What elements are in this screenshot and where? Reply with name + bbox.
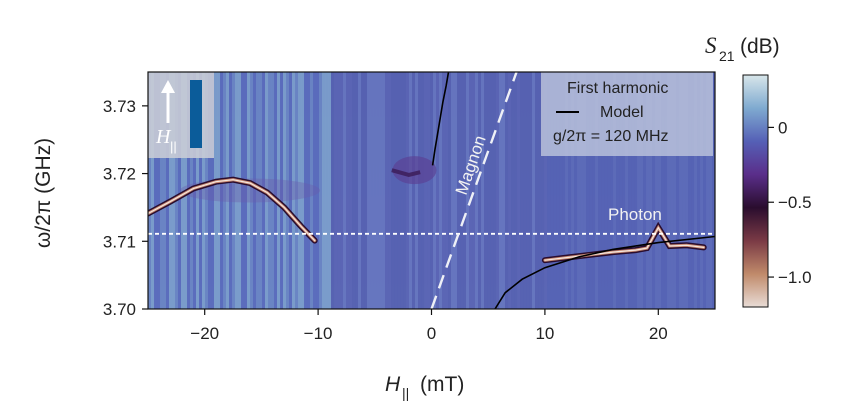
magnon-line: [430, 72, 518, 309]
colorbar-bar: [742, 74, 769, 308]
field-inset: H ||: [148, 72, 214, 158]
anticrossing-feature: [391, 168, 421, 177]
heatmap-plot: Magnon Photon H || First harmonic Model …: [147, 71, 716, 310]
x-tick-label: 0: [427, 324, 436, 343]
inset-field-sub: ||: [170, 139, 177, 154]
y-axis: 3.70 3.71 3.72 3.73: [103, 97, 148, 319]
y-tick-label: 3.70: [103, 300, 136, 319]
colorbar-ticks: 0 −0.5 −1.0: [768, 118, 812, 287]
x-tick-label: −10: [304, 324, 333, 343]
y-tick-label: 3.72: [103, 165, 136, 184]
legend-title: First harmonic: [567, 80, 668, 97]
model-lower-branch: [494, 235, 715, 309]
colorbar-tick-label: 0: [778, 118, 787, 137]
legend-model-label: Model: [600, 104, 644, 121]
svg-text:||: ||: [402, 385, 409, 401]
photon-annotation: Photon: [608, 205, 662, 224]
colorbar-tick-label: −1.0: [778, 268, 812, 287]
model-upper-branch: [431, 72, 450, 166]
y-axis-label: ω/2π (GHz): [32, 138, 55, 248]
heatmap-stripes: [148, 72, 715, 309]
colorbar-tick-label: −0.5: [778, 193, 812, 212]
colorbar: 0 −0.5 −1.0 S 21 (dB): [705, 33, 812, 308]
y-tick-label: 3.71: [103, 232, 136, 251]
svg-text:(dB): (dB): [740, 35, 780, 58]
svg-text:21: 21: [719, 48, 735, 64]
legend: First harmonic Model g/2π = 120 MHz: [541, 72, 713, 156]
colorbar-label: S 21 (dB): [705, 33, 780, 64]
x-tick-label: 20: [649, 324, 668, 343]
svg-text:S: S: [705, 33, 717, 58]
x-axis: −20 −10 0 10 20: [190, 309, 668, 343]
y-tick-label: 3.73: [103, 97, 136, 116]
sample-bar: [190, 80, 202, 148]
inset-field-label: H: [155, 126, 172, 148]
x-axis-label: H || (mT): [385, 373, 464, 401]
field-arrowhead-icon: [161, 80, 175, 93]
svg-text:H: H: [385, 373, 401, 396]
x-tick-label: −20: [190, 324, 219, 343]
x-tick-label: 10: [535, 324, 554, 343]
legend-coupling: g/2π = 120 MHz: [553, 128, 669, 145]
svg-text:(mT): (mT): [420, 373, 464, 396]
resonance-left-trace: [148, 176, 318, 244]
